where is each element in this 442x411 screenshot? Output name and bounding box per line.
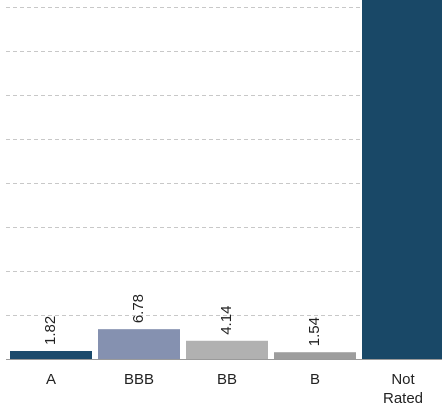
bar <box>10 350 92 359</box>
bars <box>10 0 442 359</box>
x-tick-label: A <box>46 371 56 388</box>
bar <box>362 0 442 359</box>
value-labels: 1.826.784.141.5485.72 <box>42 294 323 346</box>
x-tick-label: B <box>310 371 320 388</box>
bar-value-label: 1.54 <box>306 317 323 346</box>
x-tick-labels: A BBB BB B Not Rated <box>46 371 423 407</box>
bar <box>186 340 268 359</box>
bar <box>274 352 356 359</box>
x-tick-label: BB <box>217 371 237 388</box>
bar-value-label: 4.14 <box>218 306 235 335</box>
x-tick-label: BBB <box>124 371 154 388</box>
bar-value-label: 6.78 <box>130 294 147 323</box>
bar <box>98 329 180 359</box>
gridlines <box>6 7 442 316</box>
x-tick-label: Not Rated <box>383 371 423 406</box>
bar-value-label: 1.82 <box>42 316 59 345</box>
